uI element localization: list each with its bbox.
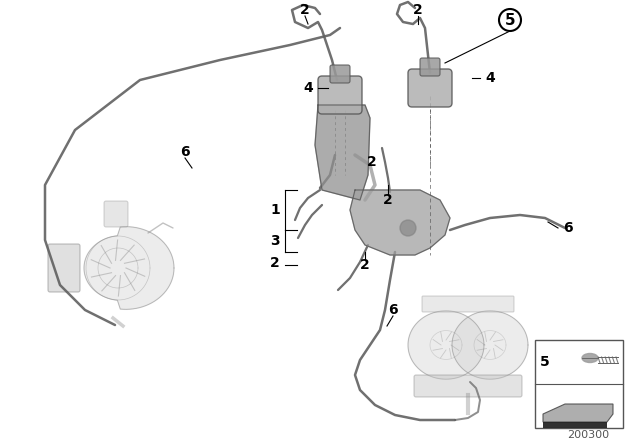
Circle shape [400, 220, 416, 236]
Text: 4: 4 [485, 71, 495, 85]
Text: 2: 2 [413, 3, 423, 17]
Text: 5: 5 [505, 13, 515, 27]
FancyBboxPatch shape [104, 201, 128, 227]
Circle shape [499, 9, 521, 31]
FancyBboxPatch shape [420, 58, 440, 76]
FancyBboxPatch shape [408, 69, 452, 107]
FancyBboxPatch shape [318, 76, 362, 114]
Text: 2: 2 [300, 3, 310, 17]
Bar [535, 340, 623, 428]
Polygon shape [543, 422, 607, 428]
Text: 1: 1 [270, 203, 280, 217]
Polygon shape [543, 404, 613, 422]
FancyBboxPatch shape [414, 375, 522, 397]
Text: 2: 2 [367, 155, 377, 169]
Text: 6: 6 [180, 145, 190, 159]
Text: 2: 2 [270, 256, 280, 270]
FancyBboxPatch shape [330, 65, 350, 83]
Text: 2: 2 [383, 193, 393, 207]
Text: 200300: 200300 [567, 430, 609, 440]
Polygon shape [350, 190, 450, 255]
Ellipse shape [582, 353, 598, 362]
Polygon shape [315, 105, 370, 200]
Text: 3: 3 [270, 234, 280, 248]
FancyBboxPatch shape [422, 296, 514, 312]
Text: 6: 6 [388, 303, 398, 317]
Text: 2: 2 [360, 258, 370, 272]
Text: 6: 6 [563, 221, 573, 235]
Polygon shape [84, 227, 174, 309]
Polygon shape [452, 311, 528, 379]
Text: 5: 5 [540, 355, 550, 369]
FancyBboxPatch shape [48, 244, 80, 292]
Polygon shape [408, 311, 484, 379]
Text: 4: 4 [303, 81, 313, 95]
